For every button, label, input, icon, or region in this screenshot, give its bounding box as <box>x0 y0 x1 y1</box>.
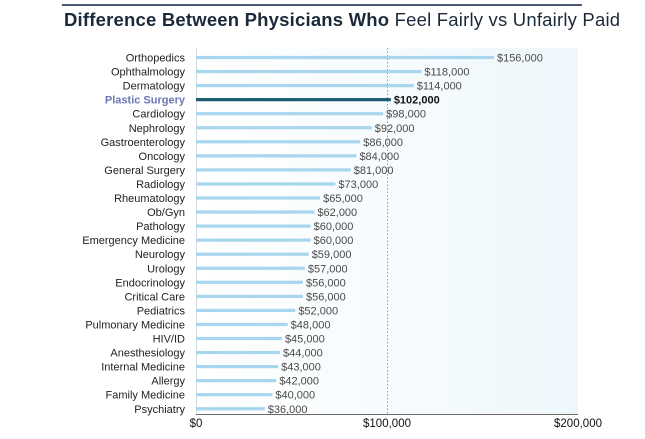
bar-0 <box>196 55 494 60</box>
value-label-2: $114,000 <box>417 81 462 93</box>
bar-10 <box>196 196 321 200</box>
category-label-9: Radiology <box>136 179 185 191</box>
bar-2 <box>196 84 414 88</box>
bar-3 <box>196 98 391 102</box>
value-label-14: $59,000 <box>312 249 352 261</box>
category-label-15: Urology <box>147 263 185 275</box>
value-label-0: $156,000 <box>497 53 543 65</box>
value-label-5: $92,000 <box>375 123 415 135</box>
value-label-21: $44,000 <box>283 348 323 360</box>
bar-7 <box>196 154 357 158</box>
category-label-4: Cardiology <box>132 109 185 121</box>
category-label-25: Psychiatry <box>134 404 185 416</box>
bar-9 <box>196 182 336 186</box>
bar-23 <box>196 379 277 383</box>
bar-13 <box>196 238 311 242</box>
category-label-20: HIV/ID <box>153 334 185 346</box>
value-label-25: $36,000 <box>268 404 308 416</box>
category-label-1: Ophthalmology <box>111 67 185 79</box>
value-label-4: $98,000 <box>386 109 426 121</box>
category-label-23: Allergy <box>151 376 185 388</box>
value-label-16: $56,000 <box>306 277 346 289</box>
chart-title-regular: Feel Fairly vs Unfairly Paid <box>394 9 621 30</box>
value-label-12: $60,000 <box>314 221 354 233</box>
value-label-13: $60,000 <box>314 235 354 247</box>
bar-12 <box>196 224 311 228</box>
bar-16 <box>196 280 303 284</box>
value-label-3: $102,000 <box>394 95 440 107</box>
category-label-17: Critical Care <box>124 291 185 303</box>
category-label-8: General Surgery <box>104 165 185 177</box>
chart-title-bold: Difference Between Physicians Who <box>64 9 390 30</box>
value-label-17: $56,000 <box>306 291 346 303</box>
value-label-10: $65,000 <box>323 193 363 205</box>
bar-20 <box>196 336 282 341</box>
category-label-16: Endocrinology <box>115 277 185 289</box>
bar-19 <box>196 322 288 327</box>
category-label-19: Pulmonary Medicine <box>85 319 185 331</box>
bar-6 <box>196 140 361 144</box>
bar-15 <box>196 266 305 270</box>
category-label-11: Ob/Gyn <box>147 207 185 219</box>
value-label-22: $43,000 <box>281 362 321 374</box>
value-label-6: $86,000 <box>363 137 403 149</box>
category-label-5: Nephrology <box>129 123 186 135</box>
category-label-18: Pediatrics <box>137 305 186 317</box>
value-label-20: $45,000 <box>285 334 325 346</box>
category-label-2: Dermatology <box>123 81 186 93</box>
category-label-13: Emergency Medicine <box>82 235 185 247</box>
value-label-1: $118,000 <box>424 67 469 79</box>
x-tick-label-1: $100,000 <box>363 418 411 430</box>
bar-1 <box>196 69 422 74</box>
bar-24 <box>196 393 273 397</box>
value-label-19: $48,000 <box>291 319 331 331</box>
bar-4 <box>196 112 384 116</box>
x-tick-label-2: $200,000 <box>554 418 602 430</box>
title-rule <box>62 4 582 6</box>
bar-22 <box>196 365 279 369</box>
chart-title: Difference Between Physicians Who Feel F… <box>64 9 620 31</box>
bar-8 <box>196 168 351 172</box>
bar-5 <box>196 126 372 130</box>
category-label-7: Oncology <box>139 151 186 163</box>
bar-25 <box>196 407 265 411</box>
category-label-22: Internal Medicine <box>101 362 185 374</box>
category-label-21: Anesthesiology <box>110 348 185 360</box>
bar-17 <box>196 294 303 298</box>
value-label-9: $73,000 <box>338 179 378 191</box>
bar-21 <box>196 350 281 355</box>
value-label-11: $62,000 <box>317 207 357 219</box>
x-tick-label-0: $0 <box>190 418 203 430</box>
category-label-24: Family Medicine <box>106 390 185 402</box>
value-label-18: $52,000 <box>298 305 338 317</box>
category-label-12: Pathology <box>136 221 185 233</box>
category-label-6: Gastroenterology <box>101 137 186 149</box>
bar-18 <box>196 308 296 312</box>
value-label-23: $42,000 <box>279 376 319 388</box>
category-label-0: Orthopedics <box>126 53 186 65</box>
category-label-3: Plastic Surgery <box>105 95 186 107</box>
value-label-24: $40,000 <box>275 390 315 402</box>
value-label-15: $57,000 <box>308 263 348 275</box>
value-label-8: $81,000 <box>354 165 394 177</box>
bar-11 <box>196 210 315 214</box>
value-label-7: $84,000 <box>359 151 399 163</box>
category-label-10: Rheumatology <box>114 193 185 205</box>
category-label-14: Neurology <box>135 249 186 261</box>
bar-14 <box>196 252 309 256</box>
